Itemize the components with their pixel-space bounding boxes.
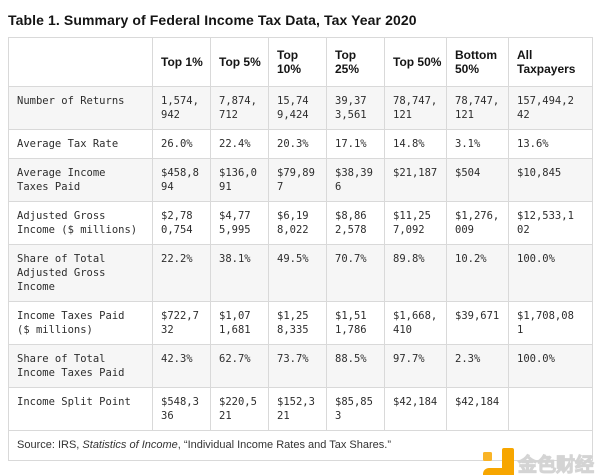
cell: 17.1% [326, 129, 385, 159]
cell: $79,897 [268, 158, 327, 202]
cell: $21,187 [384, 158, 447, 202]
header-bottom-50: Bottom 50% [446, 37, 509, 87]
cell: 38.1% [210, 244, 269, 302]
cell: 49.5% [268, 244, 327, 302]
cell: $38,396 [326, 158, 385, 202]
cell: 22.4% [210, 129, 269, 159]
row-label: Share of Total Adjusted Gross Income [8, 244, 153, 302]
cell: $10,845 [508, 158, 593, 202]
logo-horizontal-bar [482, 468, 514, 475]
table-row: Average Income Taxes Paid $458,894 $136,… [8, 158, 593, 202]
cell: 42.3% [152, 344, 211, 388]
cell: $11,257,092 [384, 201, 447, 245]
table-row: Income Taxes Paid ($ millions) $722,732 … [8, 301, 593, 345]
header-top-50: Top 50% [384, 37, 447, 87]
row-label: Average Income Taxes Paid [8, 158, 153, 202]
table-row: Adjusted Gross Income ($ millions) $2,78… [8, 201, 593, 245]
source-row: Source: IRS, Statistics of Income, “Indi… [8, 430, 593, 461]
jinse-finance-logo-icon [482, 448, 514, 475]
cell: 157,494,242 [508, 86, 593, 130]
header-top-10: Top 10% [268, 37, 327, 87]
cell: $136,091 [210, 158, 269, 202]
cell: 78,747,121 [446, 86, 509, 130]
cell: 13.6% [508, 129, 593, 159]
cell: $504 [446, 158, 509, 202]
cell: $12,533,102 [508, 201, 593, 245]
cell: $6,198,022 [268, 201, 327, 245]
cell: 3.1% [446, 129, 509, 159]
cell: $2,780,754 [152, 201, 211, 245]
header-top-25: Top 25% [326, 37, 385, 87]
cell: 14.8% [384, 129, 447, 159]
cell: 73.7% [268, 344, 327, 388]
header-top-1: Top 1% [152, 37, 211, 87]
source-publication: Statistics of Income [82, 439, 178, 451]
table-title: Table 1. Summary of Federal Income Tax D… [8, 12, 417, 28]
cell: 89.8% [384, 244, 447, 302]
cell: $1,071,681 [210, 301, 269, 345]
tax-data-table: Top 1% Top 5% Top 10% Top 25% Top 50% Bo… [8, 37, 593, 461]
table-row: Share of Total Income Taxes Paid 42.3% 6… [8, 344, 593, 388]
cell: $548,336 [152, 387, 211, 431]
cell [508, 387, 593, 431]
cell: $8,862,578 [326, 201, 385, 245]
source-prefix: Source: IRS, [17, 439, 83, 451]
table-row: Income Split Point $548,336 $220,521 $15… [8, 387, 593, 431]
cell: 1,574,942 [152, 86, 211, 130]
cell: 62.7% [210, 344, 269, 388]
row-label: Income Split Point [8, 387, 153, 431]
cell: $1,511,786 [326, 301, 385, 345]
cell: $1,258,335 [268, 301, 327, 345]
cell: 70.7% [326, 244, 385, 302]
row-label: Adjusted Gross Income ($ millions) [8, 201, 153, 245]
cell: $39,671 [446, 301, 509, 345]
cell: 22.2% [152, 244, 211, 302]
cell: 10.2% [446, 244, 509, 302]
header-row: Top 1% Top 5% Top 10% Top 25% Top 50% Bo… [8, 37, 593, 87]
page: Table 1. Summary of Federal Income Tax D… [0, 12, 600, 475]
cell: $152,321 [268, 387, 327, 431]
table-row: Average Tax Rate 26.0% 22.4% 20.3% 17.1%… [8, 129, 593, 159]
header-all-taxpayers: All Taxpayers [508, 37, 593, 87]
cell: 97.7% [384, 344, 447, 388]
cell: 7,874,712 [210, 86, 269, 130]
cell: 39,373,561 [326, 86, 385, 130]
cell: $458,894 [152, 158, 211, 202]
table-row: Number of Returns 1,574,942 7,874,712 15… [8, 86, 593, 130]
row-label: Average Tax Rate [8, 129, 153, 159]
logo-square [482, 452, 492, 461]
cell: 20.3% [268, 129, 327, 159]
header-empty [8, 37, 153, 87]
cell: $722,732 [152, 301, 211, 345]
cell: 15,749,424 [268, 86, 327, 130]
cell: 78,747,121 [384, 86, 447, 130]
cell: $42,184 [446, 387, 509, 431]
cell: $220,521 [210, 387, 269, 431]
watermark-text: 金色财经 [517, 455, 594, 475]
cell: $1,708,081 [508, 301, 593, 345]
cell: 100.0% [508, 244, 593, 302]
cell: $42,184 [384, 387, 447, 431]
table-row: Share of Total Adjusted Gross Income 22.… [8, 244, 593, 302]
cell: 88.5% [326, 344, 385, 388]
source-suffix: , “Individual Income Rates and Tax Share… [177, 439, 391, 451]
row-label: Income Taxes Paid ($ millions) [8, 301, 153, 345]
header-top-5: Top 5% [210, 37, 269, 87]
row-label: Share of Total Income Taxes Paid [8, 344, 153, 388]
row-label: Number of Returns [8, 86, 153, 130]
cell: $1,276,009 [446, 201, 509, 245]
source-note: Source: IRS, Statistics of Income, “Indi… [8, 430, 593, 461]
cell: $85,853 [326, 387, 385, 431]
cell: 100.0% [508, 344, 593, 388]
cell: $1,668,410 [384, 301, 447, 345]
cell: $4,775,995 [210, 201, 269, 245]
cell: 2.3% [446, 344, 509, 388]
cell: 26.0% [152, 129, 211, 159]
watermark: 金色财经 [482, 448, 595, 475]
